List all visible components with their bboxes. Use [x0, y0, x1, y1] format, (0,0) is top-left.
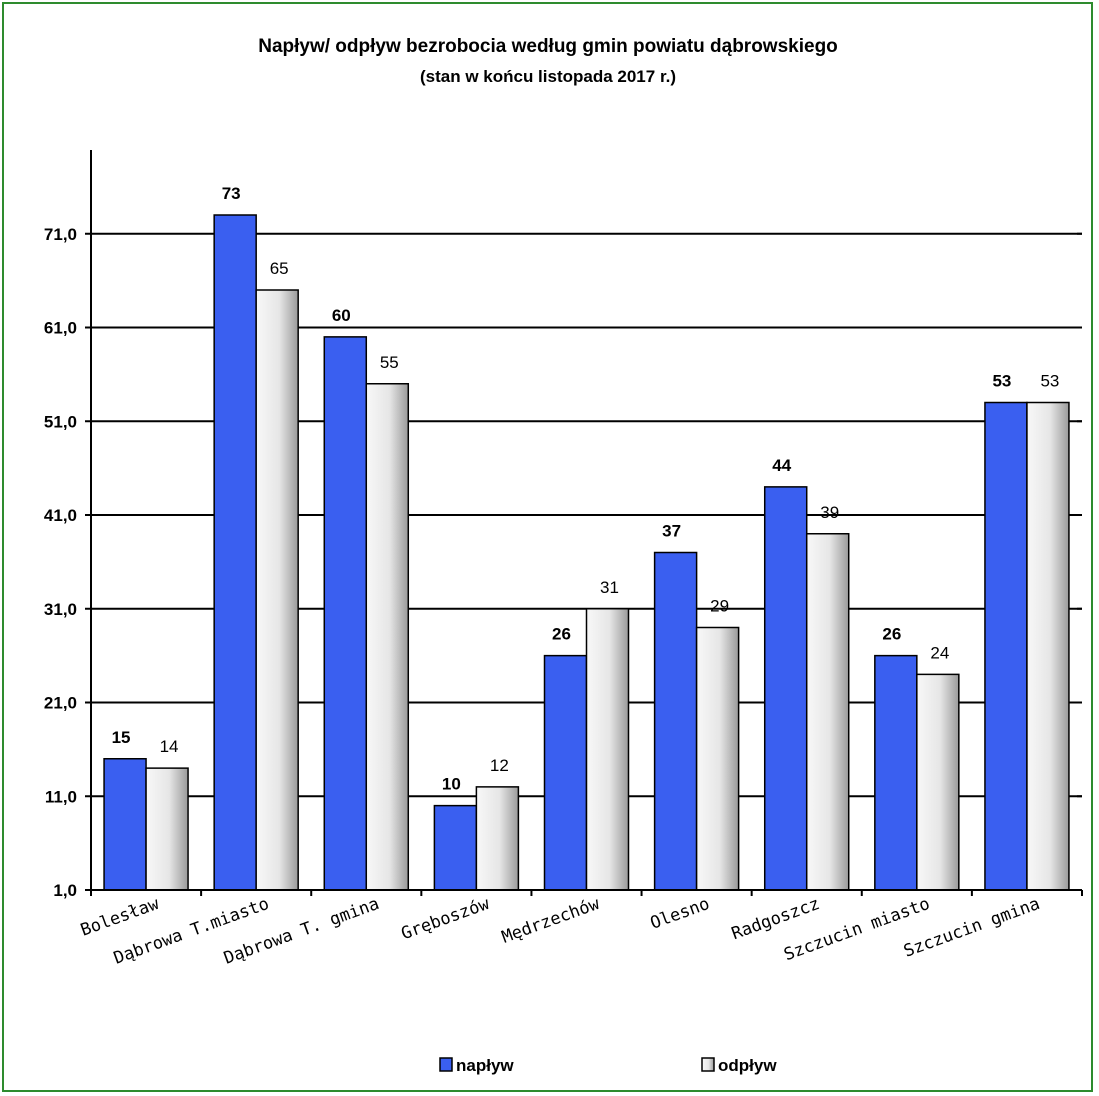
legend-label: odpływ — [718, 1056, 777, 1075]
data-label-odplyw: 39 — [820, 503, 839, 522]
bar-odplyw — [145, 767, 189, 891]
bar-odplyw — [585, 608, 630, 891]
bar-odplyw — [1026, 401, 1070, 891]
chart-subtitle: (stan w końcu listopada 2017 r.) — [420, 67, 676, 86]
y-tick-label: 51,0 — [44, 412, 77, 431]
data-label-odplyw: 29 — [710, 597, 729, 616]
bar-naplyw — [874, 654, 918, 891]
bar-naplyw — [103, 758, 147, 891]
legend: napływ odpływ — [439, 1056, 777, 1075]
y-tick-label: 1,0 — [53, 881, 77, 900]
bar-naplyw — [323, 336, 368, 891]
bar-naplyw — [984, 401, 1028, 891]
y-tick-label: 71,0 — [44, 225, 77, 244]
bar-odplyw — [475, 786, 520, 891]
data-label-naplyw: 26 — [882, 625, 901, 644]
bar-odplyw — [365, 383, 410, 891]
data-label-naplyw: 44 — [772, 456, 791, 475]
bar-naplyw — [653, 551, 698, 891]
legend-label: napływ — [456, 1056, 514, 1075]
x-category-label: Bolesław — [78, 894, 163, 941]
y-tick-label: 31,0 — [44, 600, 77, 619]
data-label-odplyw: 55 — [380, 353, 399, 372]
bar-naplyw — [213, 214, 257, 891]
bar-odplyw — [255, 289, 299, 891]
data-label-naplyw: 37 — [662, 522, 681, 541]
bar-naplyw — [543, 654, 588, 891]
data-labels: 15 14 73 65 60 55 10 12 26 31 37 29 44 39 26 24 53 53 — [112, 184, 1060, 794]
legend-swatch — [439, 1057, 453, 1072]
data-label-naplyw: 60 — [332, 306, 351, 325]
y-tick-label: 61,0 — [44, 319, 77, 338]
bar-naplyw — [433, 804, 478, 891]
legend-swatch — [701, 1057, 715, 1072]
y-tick-label: 41,0 — [44, 506, 77, 525]
data-label-odplyw: 24 — [930, 643, 949, 662]
data-label-naplyw: 15 — [112, 728, 131, 747]
data-label-naplyw: 53 — [992, 372, 1011, 391]
y-tick-label: 21,0 — [44, 694, 77, 713]
data-label-odplyw: 14 — [160, 737, 179, 756]
bar-odplyw — [805, 533, 850, 891]
data-label-naplyw: 10 — [442, 775, 461, 794]
data-label-naplyw: 73 — [222, 184, 241, 203]
x-category-label: Olesno — [648, 894, 713, 934]
y-tick-label: 11,0 — [45, 787, 77, 806]
bar-odplyw — [916, 673, 960, 891]
x-category-label: Mędrzechów — [499, 894, 603, 948]
x-category-label: Gręboszów — [399, 894, 493, 945]
data-label-naplyw: 26 — [552, 625, 571, 644]
data-label-odplyw: 31 — [600, 578, 619, 597]
bar-naplyw — [763, 486, 808, 891]
data-label-odplyw: 12 — [490, 756, 509, 775]
bar-odplyw — [695, 626, 740, 891]
bars — [103, 214, 1070, 891]
chart-title: Napływ/ odpływ bezrobocia według gmin po… — [258, 36, 838, 57]
data-label-odplyw: 53 — [1040, 372, 1059, 391]
data-label-odplyw: 65 — [270, 259, 289, 278]
